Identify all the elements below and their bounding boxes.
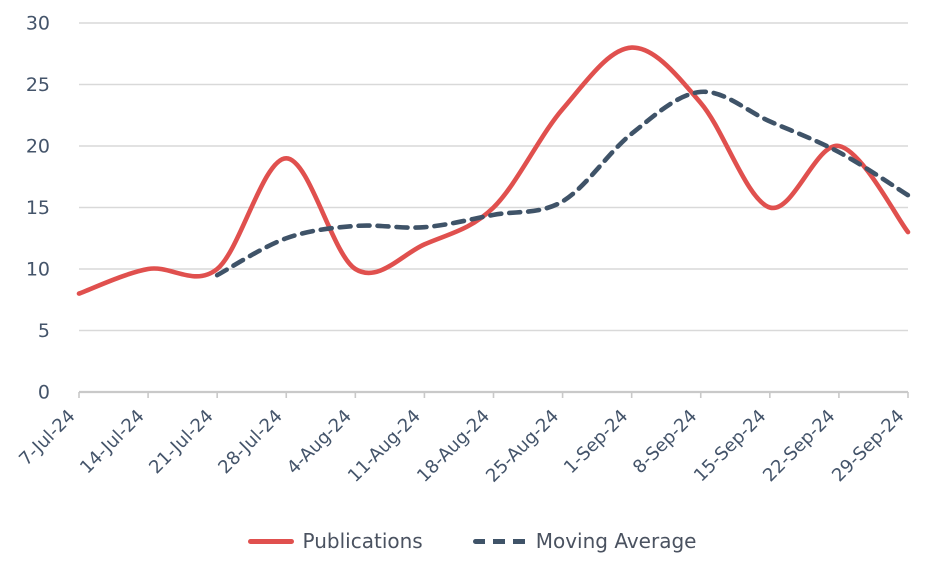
- x-tick-label: 28-Jul-24: [214, 406, 287, 479]
- x-tick-label: 11-Aug-24: [344, 406, 425, 487]
- legend-label-moving-average: Moving Average: [535, 529, 697, 553]
- legend-label-publications: Publications: [302, 529, 423, 553]
- x-tick-label: 25-Aug-24: [482, 406, 563, 487]
- chart-canvas: 0 5 10 15 20 25 30 7-Jul-2414-Jul-2421-Jul-2428…: [15, 13, 911, 487]
- y-tick-label: 15: [26, 197, 50, 219]
- x-tick-label: 22-Sep-24: [759, 406, 839, 486]
- legend-item-publications: Publications: [247, 529, 423, 553]
- y-tick-label: 5: [38, 320, 50, 342]
- y-tick-label: 0: [38, 382, 50, 404]
- x-tick-label: 29-Sep-24: [828, 406, 908, 486]
- publications-line-swatch-icon: [247, 538, 294, 544]
- x-tick-label: 21-Jul-24: [145, 406, 218, 479]
- x-tick-label: 7-Jul-24: [15, 406, 79, 470]
- y-tick-label: 30: [26, 13, 50, 35]
- y-tick-label: 20: [26, 136, 50, 158]
- x-tick-label: 14-Jul-24: [76, 406, 149, 479]
- moving-average-line-swatch-icon: [472, 538, 527, 544]
- x-tick-label: 18-Aug-24: [413, 406, 494, 487]
- chart-legend: Publications Moving Average: [0, 515, 944, 567]
- series-line-moving-average: [214, 89, 911, 278]
- y-tick-label: 10: [26, 259, 50, 281]
- x-tick-label: 8-Sep-24: [629, 406, 701, 478]
- x-tick-label: 15-Sep-24: [690, 406, 770, 486]
- series-line-publications: [76, 45, 911, 296]
- y-tick-label: 25: [26, 74, 50, 96]
- x-tick-label: 4-Aug-24: [283, 406, 356, 479]
- x-tick-label: 1-Sep-24: [560, 406, 632, 478]
- legend-item-moving-average: Moving Average: [472, 529, 697, 553]
